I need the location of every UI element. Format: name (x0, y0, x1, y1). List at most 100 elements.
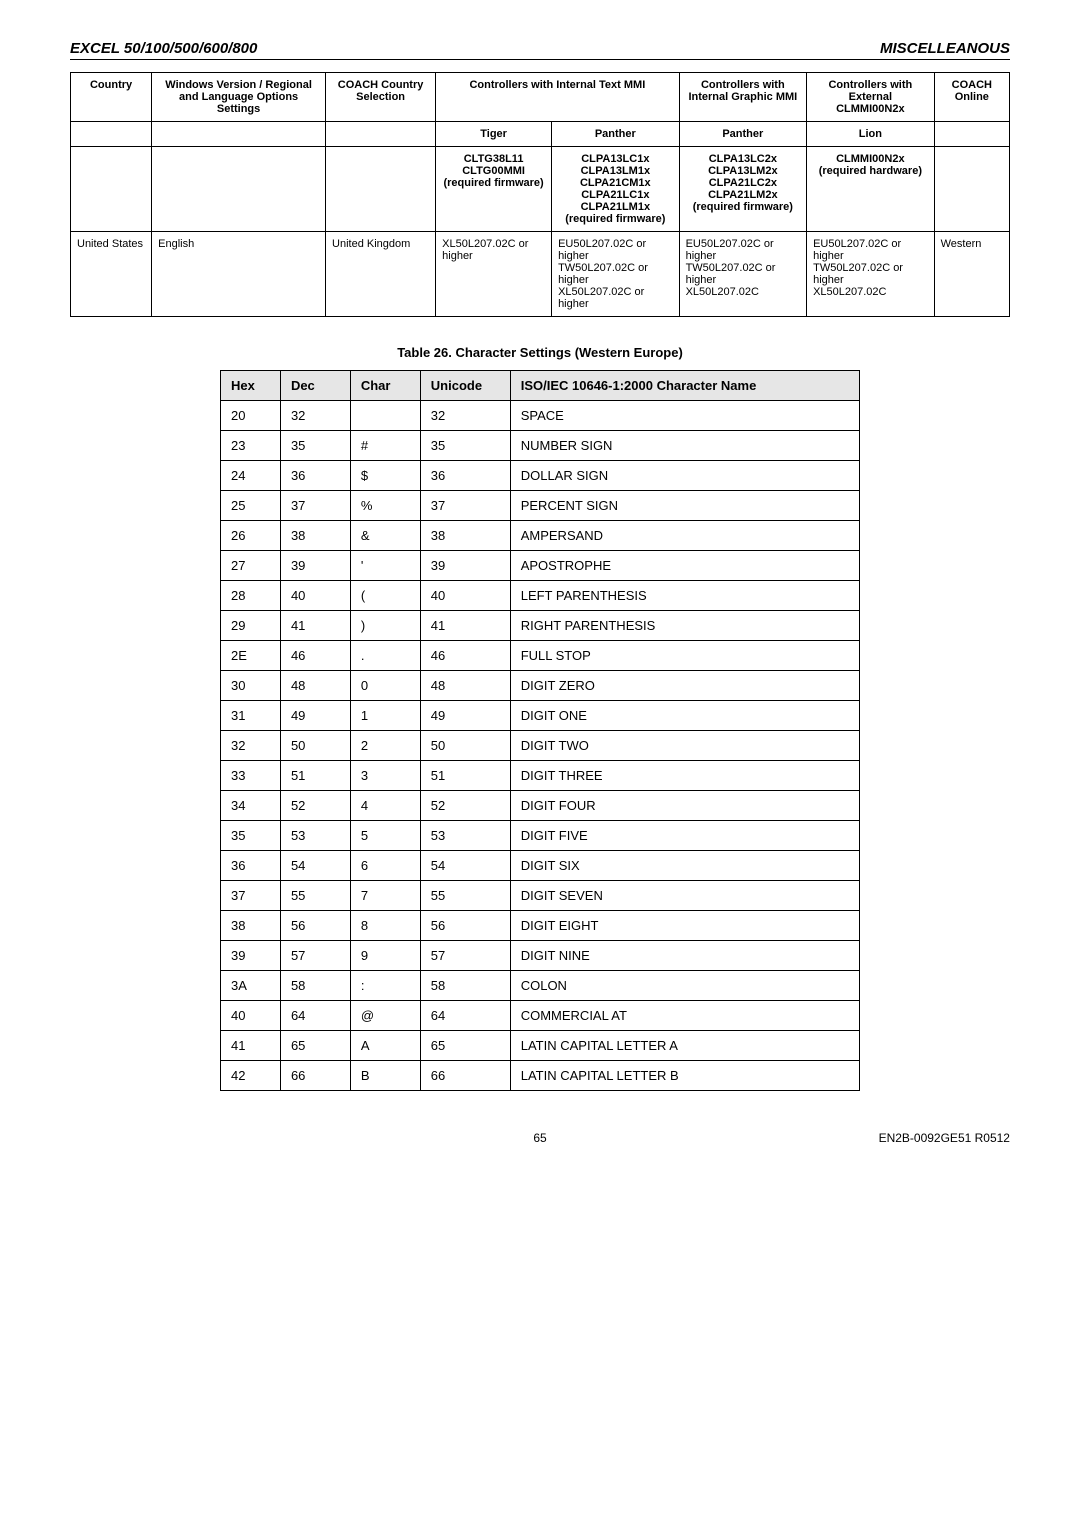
th-coach-online: COACH Online (934, 73, 1009, 122)
table-cell: 41 (420, 611, 510, 641)
table-cell: APOSTROPHE (510, 551, 859, 581)
table-row: 3351351DIGIT THREE (221, 761, 860, 791)
th-blank (326, 122, 436, 147)
table-cell: LATIN CAPITAL LETTER B (510, 1061, 859, 1091)
table-cell: 37 (221, 881, 281, 911)
table-row: 203232SPACE (221, 401, 860, 431)
table-cell: 40 (280, 581, 350, 611)
table-cell: DIGIT EIGHT (510, 911, 859, 941)
table-cell: 54 (280, 851, 350, 881)
table-cell: A (350, 1031, 420, 1061)
td-panther-b: EU50L207.02C or higher TW50L207.02C or h… (679, 232, 807, 317)
table-cell: 3A (221, 971, 281, 1001)
table-cell: # (350, 431, 420, 461)
table-cell: DIGIT SEVEN (510, 881, 859, 911)
th-lion: Lion (807, 122, 935, 147)
table-cell: 65 (280, 1031, 350, 1061)
table-cell: $ (350, 461, 420, 491)
table-cell: 49 (420, 701, 510, 731)
table-row: 3957957DIGIT NINE (221, 941, 860, 971)
table-cell: 35 (221, 821, 281, 851)
table-cell: DIGIT THREE (510, 761, 859, 791)
table-cell: 39 (280, 551, 350, 581)
table-cell: 48 (280, 671, 350, 701)
table-row: 3755755DIGIT SEVEN (221, 881, 860, 911)
th-panther-b-fw: CLPA13LC2x CLPA13LM2x CLPA21LC2x CLPA21L… (679, 147, 807, 232)
th-tiger-fw: CLTG38L11 CLTG00MMI (required firmware) (436, 147, 552, 232)
table-cell: 58 (280, 971, 350, 1001)
th-ctrl-graphic: Controllers with Internal Graphic MMI (679, 73, 807, 122)
table-cell: 39 (221, 941, 281, 971)
header-left: EXCEL 50/100/500/600/800 (70, 40, 257, 57)
table-cell: 40 (221, 1001, 281, 1031)
th-panther-b: Panther (679, 122, 807, 147)
table-cell: 7 (350, 881, 420, 911)
td-tiger: XL50L207.02C or higher (436, 232, 552, 317)
table-cell: 9 (350, 941, 420, 971)
table-cell: 37 (280, 491, 350, 521)
table-row: 2638&38AMPERSAND (221, 521, 860, 551)
table-cell: 36 (221, 851, 281, 881)
table-cell: 55 (420, 881, 510, 911)
table-cell: ( (350, 581, 420, 611)
table-cell: : (350, 971, 420, 1001)
table-cell: DIGIT FIVE (510, 821, 859, 851)
table-cell: 24 (221, 461, 281, 491)
table-cell: 31 (221, 701, 281, 731)
table-row: United States English United Kingdom XL5… (71, 232, 1010, 317)
table-cell: 42 (221, 1061, 281, 1091)
table-cell: 38 (280, 521, 350, 551)
th-blank (326, 147, 436, 232)
table-cell: COLON (510, 971, 859, 1001)
table-cell: 52 (420, 791, 510, 821)
table-cell: 35 (280, 431, 350, 461)
table2-caption: Table 26. Character Settings (Western Eu… (70, 345, 1010, 360)
controllers-table: Country Windows Version / Regional and L… (70, 72, 1010, 317)
th-tiger: Tiger (436, 122, 552, 147)
table-cell: 50 (280, 731, 350, 761)
table-row: 2941)41RIGHT PARENTHESIS (221, 611, 860, 641)
table-cell: 32 (280, 401, 350, 431)
table-cell: LEFT PARENTHESIS (510, 581, 859, 611)
table-row: 2840(40LEFT PARENTHESIS (221, 581, 860, 611)
table-cell: RIGHT PARENTHESIS (510, 611, 859, 641)
table-cell: . (350, 641, 420, 671)
td-coach-country: United Kingdom (326, 232, 436, 317)
table-cell: 1 (350, 701, 420, 731)
table-cell: 32 (221, 731, 281, 761)
table-cell: DIGIT FOUR (510, 791, 859, 821)
table-row: 3A58:58COLON (221, 971, 860, 1001)
table-cell: ' (350, 551, 420, 581)
th-unicode: Unicode (420, 371, 510, 401)
table-row: 4266B66LATIN CAPITAL LETTER B (221, 1061, 860, 1091)
table-cell: DIGIT SIX (510, 851, 859, 881)
table-cell: 49 (280, 701, 350, 731)
table-cell: 58 (420, 971, 510, 1001)
th-blank (934, 122, 1009, 147)
table-cell: PERCENT SIGN (510, 491, 859, 521)
th-windows: Windows Version / Regional and Language … (152, 73, 326, 122)
th-lion-hw: CLMMI00N2x (required hardware) (807, 147, 935, 232)
table-cell: 3 (350, 761, 420, 791)
table-cell: DIGIT NINE (510, 941, 859, 971)
table-cell: 64 (420, 1001, 510, 1031)
th-dec: Dec (280, 371, 350, 401)
table-cell: 56 (280, 911, 350, 941)
table-cell: 25 (221, 491, 281, 521)
table-cell: FULL STOP (510, 641, 859, 671)
th-char: Char (350, 371, 420, 401)
table-cell: NUMBER SIGN (510, 431, 859, 461)
th-blank (152, 147, 326, 232)
table-cell: 2E (221, 641, 281, 671)
table-cell: 56 (420, 911, 510, 941)
table-cell: COMMERCIAL AT (510, 1001, 859, 1031)
page-footer: 65 EN2B-0092GE51 R0512 (70, 1131, 1010, 1145)
table-row: 2436$36DOLLAR SIGN (221, 461, 860, 491)
table-cell: 28 (221, 581, 281, 611)
table-row: 3452452DIGIT FOUR (221, 791, 860, 821)
table-row: 2537%37PERCENT SIGN (221, 491, 860, 521)
th-panther-a-fw: CLPA13LC1x CLPA13LM1x CLPA21CM1x CLPA21L… (552, 147, 680, 232)
th-coach-country: COACH Country Selection (326, 73, 436, 122)
footer-left (70, 1131, 383, 1145)
table-row: 2739'39APOSTROPHE (221, 551, 860, 581)
